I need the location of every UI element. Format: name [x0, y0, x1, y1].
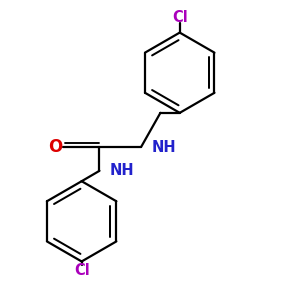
Text: O: O — [48, 138, 62, 156]
Text: NH: NH — [152, 140, 176, 154]
Text: Cl: Cl — [74, 263, 89, 278]
Text: Cl: Cl — [172, 10, 188, 25]
Text: NH: NH — [110, 163, 134, 178]
